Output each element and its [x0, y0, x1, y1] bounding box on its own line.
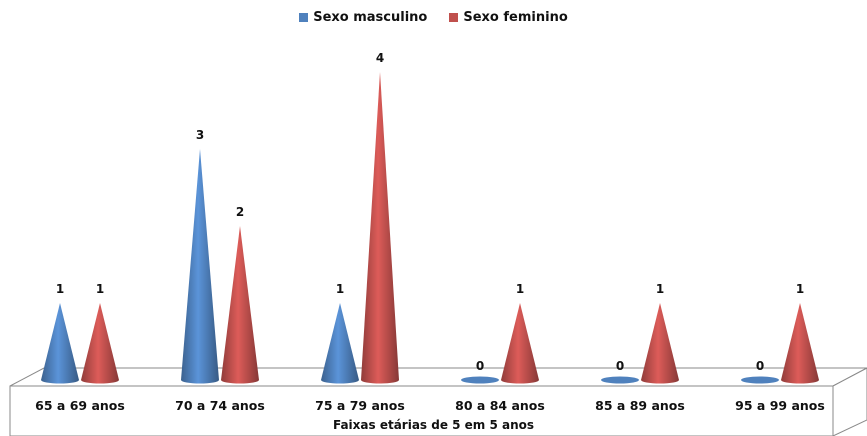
data-label-male-2: 1 [336, 282, 344, 296]
chart-x-ticks: 65 a 69 anos 70 a 74 anos 75 a 79 anos 80 a… [35, 398, 825, 413]
data-label-female-4: 1 [656, 282, 664, 296]
legend-item-male: Sexo masculino [299, 10, 427, 25]
cone-male-1 [181, 149, 219, 384]
legend-swatch-female [449, 13, 459, 22]
legend-item-female: Sexo feminino [449, 10, 568, 25]
x-axis-title: Faixas etárias de 5 em 5 anos [332, 418, 535, 432]
data-label-female-0: 1 [96, 282, 104, 296]
cone-female-5 [781, 303, 819, 384]
cone-female-3 [501, 303, 539, 384]
x-tick-label-0: 65 a 69 anos [35, 398, 125, 413]
floor-side [832, 367, 867, 436]
cone-male-4 [601, 376, 639, 384]
legend-swatch-male [299, 13, 309, 22]
x-tick-label-2: 75 a 79 anos [315, 398, 405, 413]
data-label-male-4: 0 [616, 359, 624, 373]
cone-male-5 [741, 376, 779, 384]
cone-female-2 [361, 72, 399, 384]
data-label-male-5: 0 [756, 359, 764, 373]
data-label-male-1: 3 [196, 128, 204, 142]
chart-cones [41, 72, 819, 384]
data-label-female-1: 2 [236, 205, 244, 219]
data-label-male-3: 0 [476, 359, 484, 373]
cone-male-2 [321, 303, 359, 384]
x-tick-label-3: 80 a 84 anos [455, 398, 545, 413]
legend-label-female: Sexo feminino [463, 10, 568, 25]
floor-top [9, 367, 867, 387]
chart-data-labels: 1 1 3 2 1 4 0 1 0 1 0 1 [56, 51, 804, 373]
data-label-female-5: 1 [796, 282, 804, 296]
data-label-female-2: 4 [376, 51, 384, 65]
cone-male-3 [461, 376, 499, 384]
data-label-male-0: 1 [56, 282, 64, 296]
legend-label-male: Sexo masculino [313, 10, 428, 25]
cone-male-0 [41, 303, 79, 384]
cone-female-4 [641, 303, 679, 384]
cone-female-1 [221, 226, 259, 384]
x-tick-label-4: 85 a 89 anos [595, 398, 685, 413]
x-tick-label-1: 70 a 74 anos [175, 398, 265, 413]
chart-legend: Sexo masculino Sexo feminino [0, 10, 867, 25]
x-tick-label-5: 95 a 99 anos [735, 398, 825, 413]
data-label-female-3: 1 [516, 282, 524, 296]
floor-front [9, 385, 834, 436]
cone-female-0 [81, 303, 119, 384]
